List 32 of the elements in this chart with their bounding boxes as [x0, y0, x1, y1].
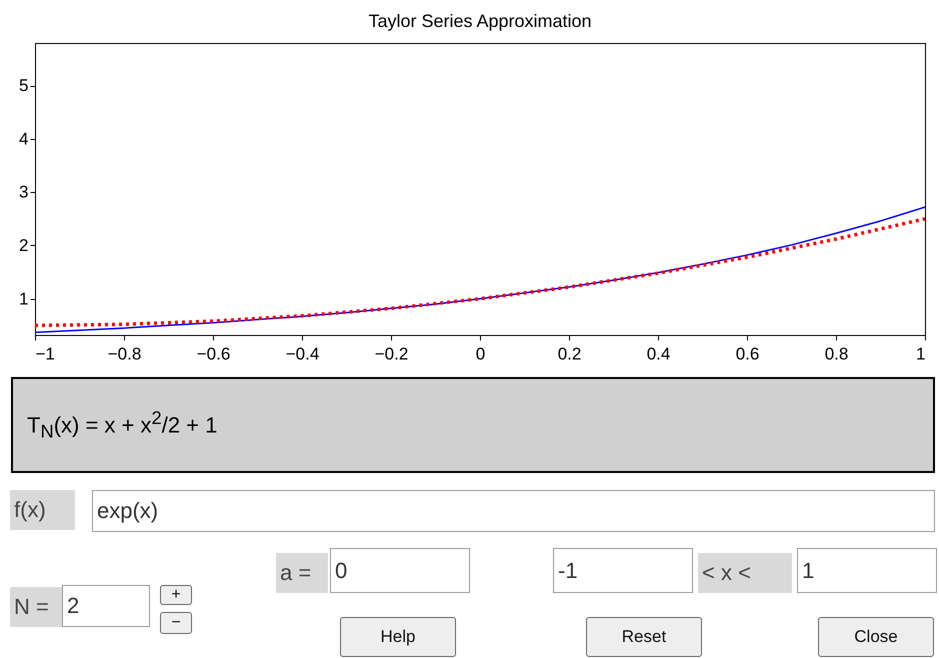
button: Reset [586, 617, 702, 657]
x-tick-label: −0.4 [286, 344, 320, 364]
button: − [160, 612, 192, 634]
text: < x < [702, 560, 751, 586]
x-tick-label: 0 [476, 344, 486, 364]
x-tick-label: 0.4 [646, 344, 670, 364]
text-field: -1 [553, 548, 693, 593]
x-tick-label: 0.6 [736, 344, 760, 364]
x-tick-label: −0.2 [374, 344, 408, 364]
text: f(x) [14, 497, 46, 523]
y-tick-label: 1 [19, 289, 28, 308]
x-tick-label: 0.8 [824, 344, 848, 364]
text-field: 0 [330, 548, 470, 593]
button: Close [818, 617, 934, 657]
text-field: exp(x) [92, 490, 935, 532]
text: T$_{N}$(x) = x + x$^{2}$/2 + 1 [27, 407, 218, 443]
x-tick-label: −0.8 [108, 344, 142, 364]
button: Help [340, 617, 456, 657]
button: + [160, 585, 192, 605]
y-tick-label: 4 [19, 129, 28, 148]
x-tick-label: −0.6 [196, 344, 230, 364]
x-tick-label: 0.2 [558, 344, 582, 364]
chart-title: Taylor Series Approximation [368, 11, 592, 31]
text: a = [280, 560, 312, 586]
text-field: 2 [62, 585, 150, 627]
y-tick-label: 3 [19, 182, 28, 202]
x-tick-label: 1 [916, 344, 926, 364]
x-tick-label: −1 [36, 344, 55, 364]
text-field: 1 [797, 548, 937, 593]
text: N = [14, 594, 49, 620]
y-tick-label: 5 [19, 76, 28, 96]
y-tick-label: 2 [19, 236, 28, 255]
